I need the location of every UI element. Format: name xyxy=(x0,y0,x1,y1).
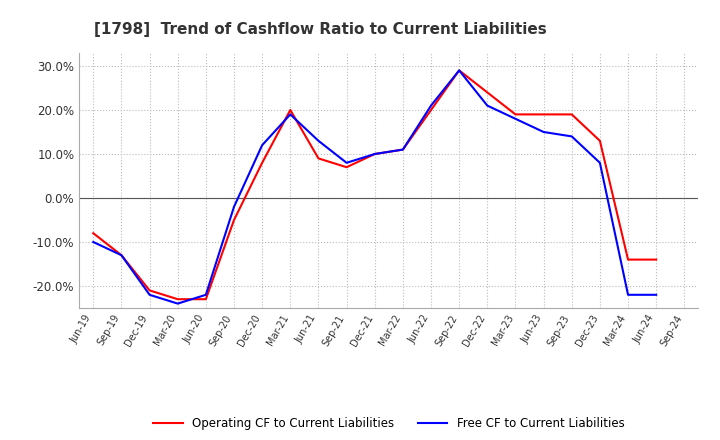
Legend: Operating CF to Current Liabilities, Free CF to Current Liabilities: Operating CF to Current Liabilities, Fre… xyxy=(148,412,629,435)
Free CF to Current Liabilities xyxy=(314,138,323,143)
Operating CF to Current Liabilities xyxy=(314,156,323,161)
Free CF to Current Liabilities xyxy=(230,204,238,209)
Operating CF to Current Liabilities xyxy=(286,107,294,113)
Free CF to Current Liabilities xyxy=(455,68,464,73)
Text: [1798]  Trend of Cashflow Ratio to Current Liabilities: [1798] Trend of Cashflow Ratio to Curren… xyxy=(94,22,546,37)
Free CF to Current Liabilities xyxy=(370,151,379,157)
Free CF to Current Liabilities xyxy=(117,253,126,258)
Free CF to Current Liabilities xyxy=(202,292,210,297)
Operating CF to Current Liabilities xyxy=(483,90,492,95)
Free CF to Current Liabilities xyxy=(145,292,154,297)
Free CF to Current Liabilities xyxy=(174,301,182,306)
Operating CF to Current Liabilities xyxy=(258,160,266,165)
Free CF to Current Liabilities xyxy=(483,103,492,108)
Free CF to Current Liabilities xyxy=(652,292,660,297)
Free CF to Current Liabilities xyxy=(89,239,98,245)
Free CF to Current Liabilities xyxy=(286,112,294,117)
Operating CF to Current Liabilities xyxy=(117,253,126,258)
Operating CF to Current Liabilities xyxy=(342,165,351,170)
Operating CF to Current Liabilities xyxy=(230,217,238,223)
Operating CF to Current Liabilities xyxy=(511,112,520,117)
Free CF to Current Liabilities xyxy=(399,147,408,152)
Operating CF to Current Liabilities xyxy=(370,151,379,157)
Operating CF to Current Liabilities xyxy=(567,112,576,117)
Operating CF to Current Liabilities xyxy=(652,257,660,262)
Operating CF to Current Liabilities xyxy=(202,297,210,302)
Line: Operating CF to Current Liabilities: Operating CF to Current Liabilities xyxy=(94,70,656,299)
Operating CF to Current Liabilities xyxy=(89,231,98,236)
Line: Free CF to Current Liabilities: Free CF to Current Liabilities xyxy=(94,70,656,304)
Free CF to Current Liabilities xyxy=(567,134,576,139)
Operating CF to Current Liabilities xyxy=(539,112,548,117)
Free CF to Current Liabilities xyxy=(539,129,548,135)
Free CF to Current Liabilities xyxy=(511,116,520,121)
Operating CF to Current Liabilities xyxy=(399,147,408,152)
Operating CF to Current Liabilities xyxy=(455,68,464,73)
Free CF to Current Liabilities xyxy=(624,292,632,297)
Operating CF to Current Liabilities xyxy=(427,107,436,113)
Free CF to Current Liabilities xyxy=(595,160,604,165)
Free CF to Current Liabilities xyxy=(258,143,266,148)
Operating CF to Current Liabilities xyxy=(174,297,182,302)
Operating CF to Current Liabilities xyxy=(624,257,632,262)
Operating CF to Current Liabilities xyxy=(595,138,604,143)
Operating CF to Current Liabilities xyxy=(145,288,154,293)
Free CF to Current Liabilities xyxy=(427,103,436,108)
Free CF to Current Liabilities xyxy=(342,160,351,165)
